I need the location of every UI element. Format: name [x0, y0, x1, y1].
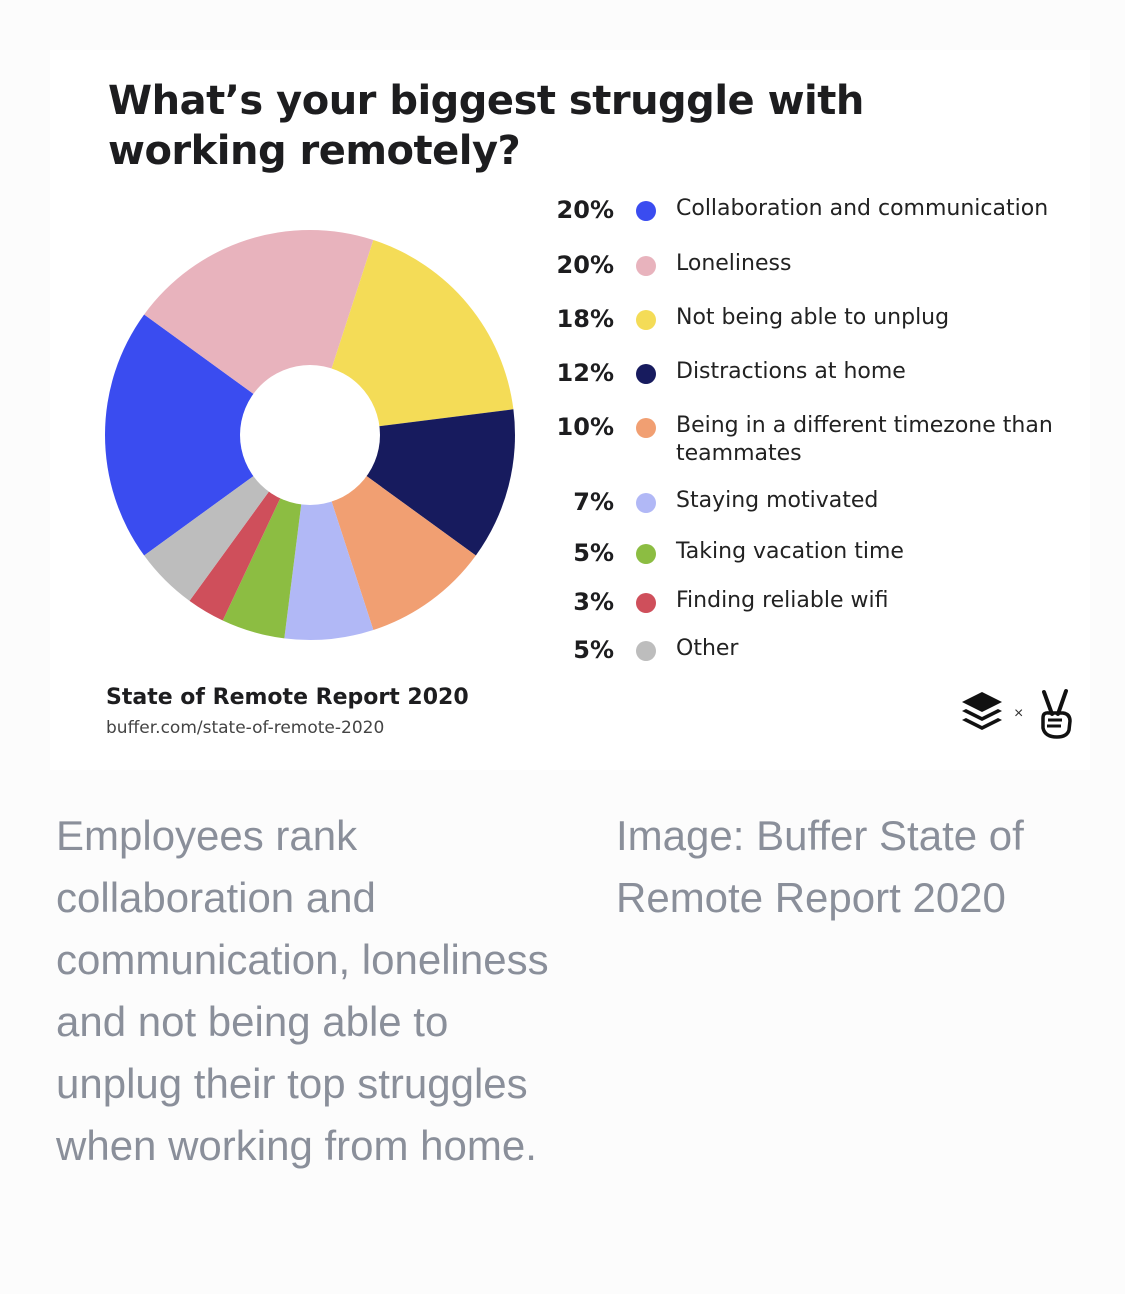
- legend-label: Collaboration and communication: [676, 196, 1049, 221]
- legend-percent: 20%: [556, 251, 614, 279]
- legend-swatch: [636, 201, 656, 221]
- legend-percent: 3%: [573, 588, 614, 616]
- caption-right: Image: Buffer State of Remote Report 202…: [616, 812, 1024, 921]
- legend-swatch: [636, 641, 656, 661]
- pie-slice: [104, 314, 310, 556]
- legend-label: Finding reliable wifi: [676, 588, 889, 613]
- legend-swatch: [636, 493, 656, 513]
- pie-chart: [104, 230, 515, 640]
- legend-percent: 10%: [556, 413, 614, 441]
- legend-swatch: [636, 256, 656, 276]
- legend-percent: 18%: [556, 305, 614, 333]
- legend-item: 20% Loneliness: [530, 250, 1090, 280]
- legend-label: Taking vacation time: [676, 539, 904, 564]
- buffer-stack-icon: [962, 692, 1002, 730]
- legend-item: 18% Not being able to unplug: [530, 304, 1090, 334]
- legend-label: Distractions at home: [676, 359, 906, 384]
- donut-hole: [240, 365, 380, 505]
- pie-slice: [310, 240, 514, 435]
- legend-percent: 12%: [556, 359, 614, 387]
- legend-item: 12% Distractions at home: [530, 358, 1090, 388]
- legend-swatch: [636, 593, 656, 613]
- source-url: buffer.com/state-of-remote-2020: [106, 718, 385, 738]
- logos: ×: [960, 686, 1090, 742]
- logo-separator: ×: [1014, 705, 1024, 722]
- legend-label: Being in a different timezone than teamm…: [676, 413, 1053, 466]
- legend-item: 5% Other: [530, 635, 1090, 665]
- legend-swatch: [636, 418, 656, 438]
- legend-percent: 7%: [573, 488, 614, 516]
- legend-item: 10% Being in a different timezone than te…: [530, 412, 1090, 468]
- peace-hand-icon: [1041, 689, 1073, 739]
- legend-swatch: [636, 310, 656, 330]
- legend-label: Staying motivated: [676, 488, 879, 513]
- legend-percent: 5%: [573, 539, 614, 567]
- chart-title: What’s your biggest struggle with workin…: [108, 78, 864, 174]
- caption-left: Employees rank collaboration and communi…: [56, 812, 549, 1169]
- legend-swatch: [636, 544, 656, 564]
- legend-percent: 20%: [556, 196, 614, 224]
- source-title: State of Remote Report 2020: [106, 685, 469, 710]
- legend-percent: 5%: [573, 636, 614, 664]
- legend-item: 3% Finding reliable wifi: [530, 587, 1090, 617]
- legend-label: Other: [676, 636, 739, 661]
- legend-swatch: [636, 364, 656, 384]
- legend-item: 7% Staying motivated: [530, 487, 1090, 517]
- legend-item: 20% Collaboration and communication: [530, 195, 1090, 225]
- legend-item: 5% Taking vacation time: [530, 538, 1090, 568]
- legend-label: Loneliness: [676, 251, 792, 276]
- legend-label: Not being able to unplug: [676, 305, 950, 330]
